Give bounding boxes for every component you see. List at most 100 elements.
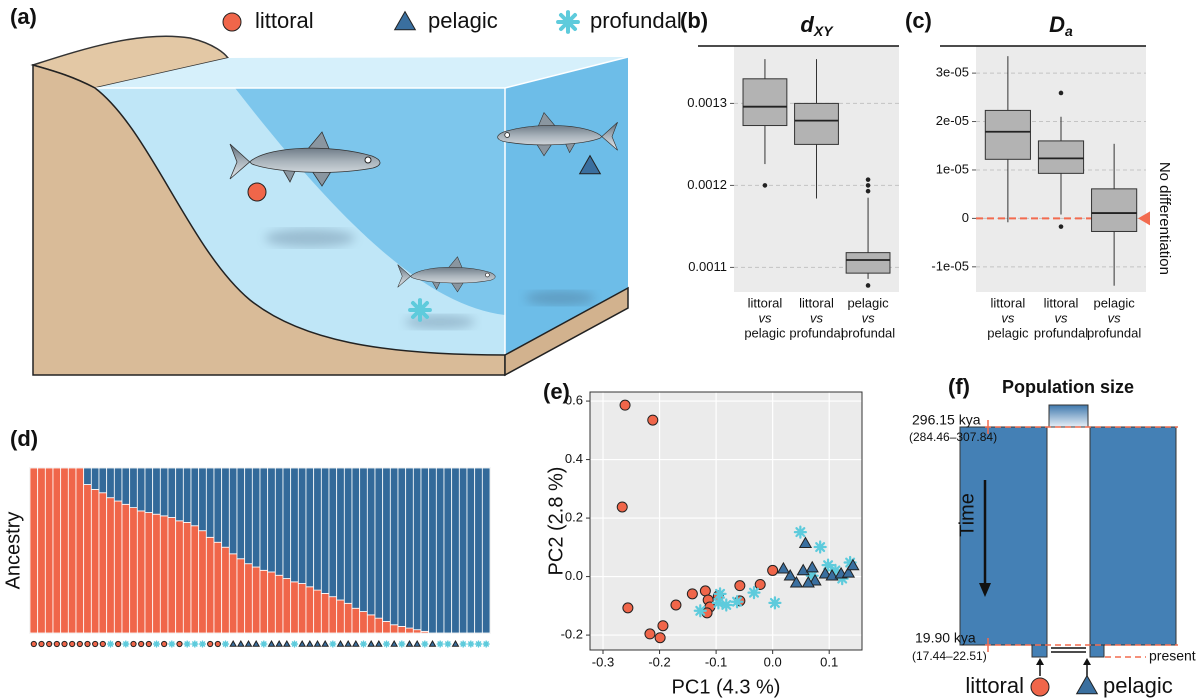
- bar-segment: [320, 467, 330, 594]
- bar-segment: [190, 467, 200, 527]
- group-marker: [221, 640, 230, 648]
- box: [742, 78, 788, 127]
- box: [1091, 188, 1138, 232]
- group-marker: [183, 640, 191, 648]
- bar-segment: [282, 467, 292, 579]
- bar-segment: [382, 467, 391, 622]
- bar-segment: [274, 467, 284, 576]
- ancient-ci: (284.46–307.84): [909, 430, 997, 444]
- bar-segment: [159, 515, 169, 634]
- bar-segment: [267, 467, 276, 573]
- fish-shadow: [265, 229, 355, 247]
- bar-segment: [389, 624, 399, 634]
- y-axis-label: PC2 (2.8 %): [545, 467, 567, 576]
- fish-body: [397, 264, 496, 288]
- littoral-recent: [1031, 644, 1048, 658]
- legend-label: pelagic: [428, 8, 498, 33]
- point: [730, 595, 744, 609]
- group-marker: [444, 640, 452, 648]
- point: [798, 536, 813, 549]
- point: [622, 602, 634, 614]
- x-tick-label: littoral: [748, 295, 783, 310]
- pelagic-recent: [1089, 644, 1105, 658]
- group-marker: [30, 640, 37, 648]
- bar-segment: [251, 467, 261, 568]
- bar-segment: [267, 571, 276, 634]
- bar-segment: [397, 626, 407, 634]
- y-tick-label: -0.2: [561, 627, 583, 642]
- point: [657, 620, 669, 632]
- water-top: [95, 57, 628, 88]
- panel-label: (d): [10, 426, 38, 451]
- y-tick-label: 0.0012: [687, 177, 727, 192]
- y-tick-label: 0.0011: [688, 259, 727, 274]
- group-marker: [298, 640, 307, 647]
- ancient-time: 296.15 kya: [912, 412, 981, 428]
- x-tick-label: vs: [1108, 310, 1122, 325]
- bar-segment: [236, 558, 246, 634]
- point: [713, 587, 727, 601]
- x-tick-label: vs: [810, 310, 824, 325]
- box: [794, 102, 839, 145]
- point: [644, 628, 656, 640]
- x-axis-label: PC1 (4.3 %): [672, 676, 781, 698]
- outlier: [762, 183, 768, 188]
- bar-segment: [182, 522, 192, 634]
- bar-segment: [290, 467, 299, 583]
- group-marker: [428, 640, 437, 647]
- bar-segment: [113, 500, 123, 634]
- bar-segment: [167, 517, 177, 634]
- bar-segment: [205, 467, 215, 538]
- bar-segment: [412, 629, 422, 634]
- bar-segment: [52, 467, 62, 634]
- group-marker: [329, 640, 337, 648]
- bar-segment: [259, 569, 269, 634]
- bar-segment: [343, 467, 353, 604]
- fish-body: [497, 121, 618, 151]
- panel-label: (f): [948, 374, 970, 399]
- bar-segment: [359, 611, 368, 634]
- bar-segment: [83, 467, 92, 485]
- population-marker: [1030, 677, 1050, 697]
- group-marker: [244, 640, 253, 647]
- sample-arrows: [1039, 662, 1088, 676]
- time-dash: [985, 426, 1178, 658]
- point: [808, 573, 822, 586]
- bar-segment: [175, 467, 184, 522]
- plot-border: [589, 391, 863, 651]
- bar-segment: [106, 497, 115, 634]
- bar-segment: [481, 467, 491, 634]
- box: [845, 252, 891, 274]
- point: [825, 568, 839, 581]
- reference-arrow: [1138, 211, 1150, 226]
- bar-segment: [366, 614, 376, 634]
- x-tick-label: littoral: [991, 295, 1026, 310]
- bar-segment: [458, 467, 468, 634]
- panel-label: (c): [905, 8, 932, 33]
- bar-segment: [251, 566, 261, 634]
- fish-shadow: [525, 291, 595, 305]
- bar-segment: [213, 467, 223, 543]
- group-marker: [321, 640, 330, 647]
- point: [821, 558, 835, 572]
- bar-segment: [328, 596, 338, 634]
- bar-segment: [144, 467, 154, 513]
- bar-segment: [106, 467, 115, 499]
- bar-segment: [351, 467, 361, 609]
- y-tick-label: 3e-05: [936, 65, 969, 80]
- y-tick-label: 0.0: [565, 568, 583, 583]
- bar-segment: [98, 467, 108, 494]
- group-marker: [344, 640, 353, 647]
- bar-segment: [221, 546, 230, 634]
- bar-segment: [336, 599, 345, 634]
- group-marker: [122, 640, 130, 648]
- group-marker: [398, 640, 406, 648]
- group-marker: [38, 640, 45, 648]
- point: [711, 596, 725, 610]
- group-marker: [405, 640, 414, 647]
- bar-segment: [397, 467, 407, 627]
- group-marker: [282, 640, 291, 647]
- bar-segment: [313, 589, 322, 634]
- pelagic-label: pelagic: [1103, 673, 1173, 698]
- bar-segment: [274, 574, 284, 634]
